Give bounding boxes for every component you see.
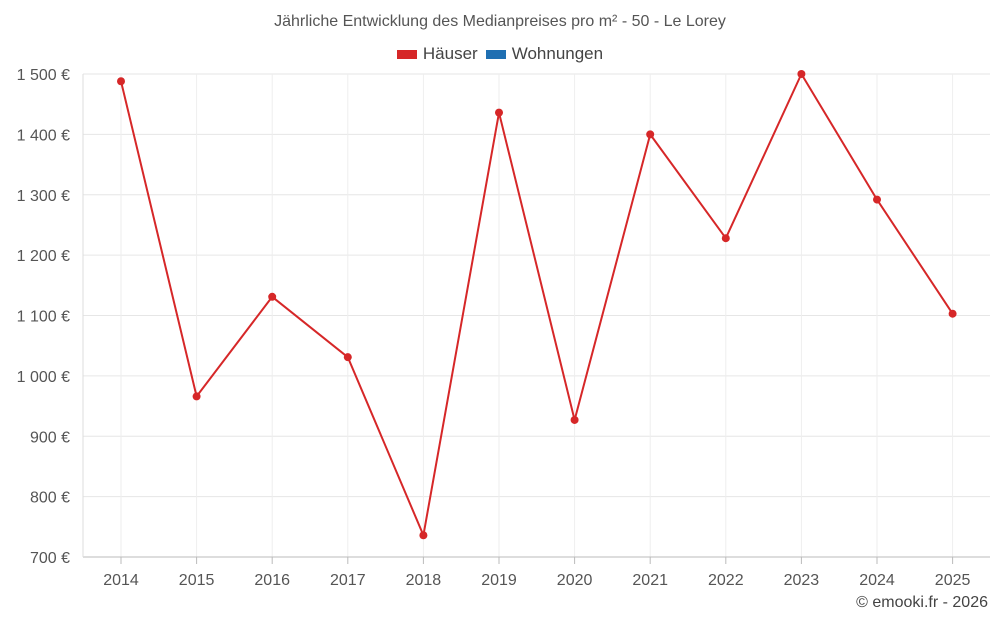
y-tick-label: 1 300 € — [17, 188, 70, 205]
x-tick-label: 2020 — [557, 572, 593, 589]
y-tick-label: 1 500 € — [17, 67, 70, 84]
data-point — [268, 292, 277, 301]
legend-label-haeuser: Häuser — [422, 44, 478, 63]
data-point — [117, 77, 125, 86]
series-line-0 — [120, 73, 954, 537]
y-tick-label: 800 € — [30, 490, 70, 507]
x-tick-label: 2017 — [330, 572, 366, 589]
x-tick-label: 2019 — [481, 572, 517, 589]
data-point — [948, 309, 957, 318]
legend-swatch-wohnungen — [485, 49, 506, 59]
x-tick-label: 2016 — [254, 572, 290, 589]
y-tick-label: 1 100 € — [17, 309, 70, 326]
data-point — [570, 415, 579, 424]
chart-legend: Häuser Wohnungen — [0, 44, 1000, 64]
x-tick-label: 2022 — [708, 572, 744, 589]
x-tick-label: 2025 — [935, 572, 971, 589]
y-tick-label: 700 € — [30, 550, 70, 567]
data-point — [721, 234, 730, 243]
chart-title: Jährliche Entwicklung des Medianpreises … — [274, 13, 726, 30]
x-tick-label: 2014 — [103, 572, 139, 589]
y-tick-label: 1 400 € — [17, 127, 70, 144]
data-point — [192, 392, 201, 401]
x-tick-label: 2021 — [632, 572, 668, 589]
data-point — [797, 70, 806, 78]
copyright-credit: © emooki.fr - 2026 — [856, 594, 988, 611]
x-tick-label: 2015 — [179, 572, 215, 589]
y-tick-label: 1 200 € — [17, 248, 70, 265]
x-tick-label: 2024 — [859, 572, 895, 589]
y-tick-label: 900 € — [30, 429, 70, 446]
y-tick-label: 1 000 € — [17, 369, 70, 386]
x-tick-label: 2023 — [784, 572, 820, 589]
legend-swatch-haeuser — [396, 49, 417, 59]
data-point — [495, 108, 503, 117]
legend-item-wohnungen[interactable]: Wohnungen — [485, 44, 604, 64]
legend-label-wohnungen: Wohnungen — [511, 44, 604, 63]
data-point — [873, 195, 881, 204]
data-point — [343, 353, 352, 362]
legend-item-haeuser[interactable]: Häuser — [396, 44, 478, 64]
data-point — [646, 130, 655, 139]
x-tick-label: 2018 — [406, 572, 442, 589]
data-point — [419, 531, 428, 540]
